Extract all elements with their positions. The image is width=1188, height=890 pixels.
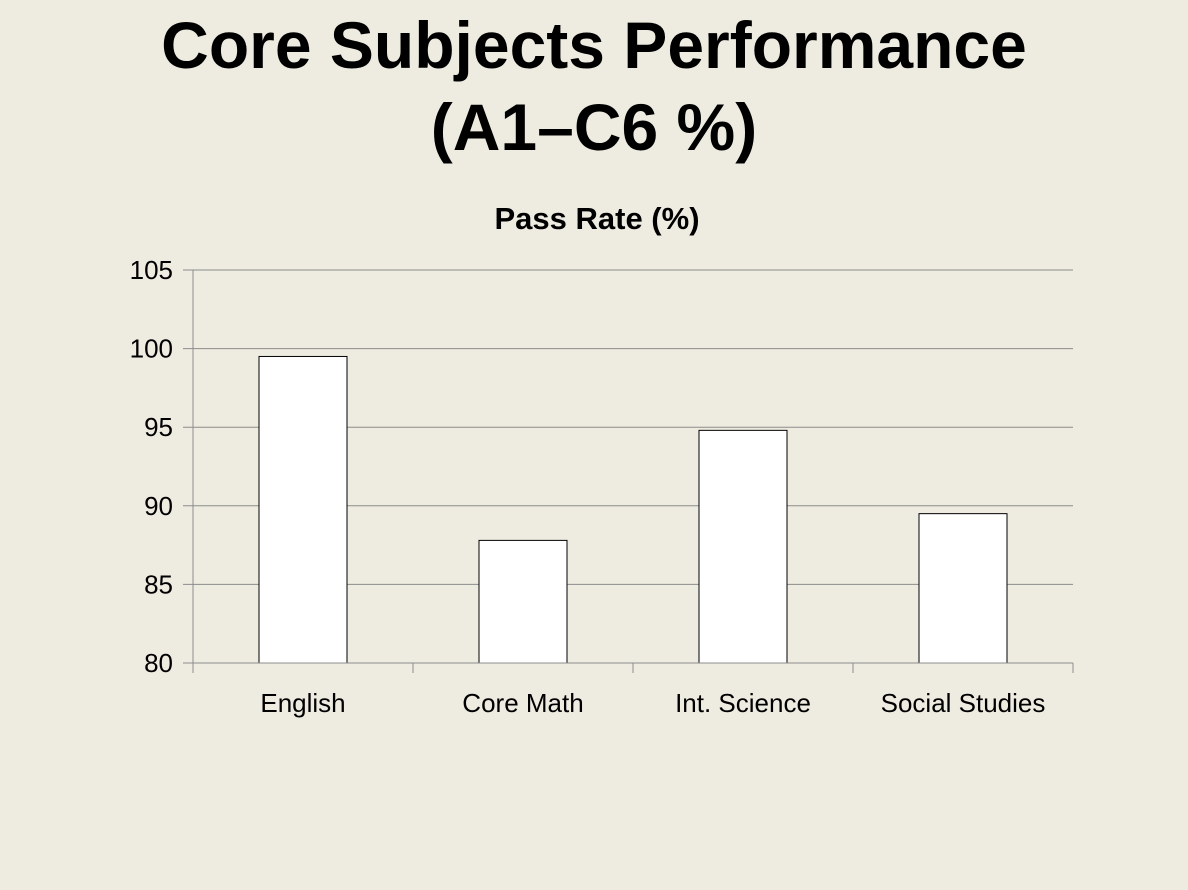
y-tick-label: 80 [144, 648, 173, 678]
slide-title-line2: (A1–C6 %) [430, 90, 758, 164]
bars [258, 355, 1008, 664]
y-tick-label: 95 [144, 412, 173, 442]
x-tick-label: English [260, 688, 345, 718]
y-tick-label: 105 [130, 255, 173, 285]
slide-title-line1: Core Subjects Performance [161, 8, 1027, 82]
bar [918, 513, 1008, 664]
tick-labels: 80 85 90 95 100 105 English Core Math Int. Scien… [130, 255, 1046, 718]
axes [183, 270, 1074, 673]
x-tick-label: Int. Science [675, 688, 811, 718]
bar [478, 539, 568, 664]
x-tick-label: Social Studies [881, 688, 1046, 718]
y-tick-label: 90 [144, 491, 173, 521]
bar [698, 429, 788, 664]
slide-title: Core Subjects Performance (A1–C6 %) [0, 4, 1188, 168]
y-tick-label: 85 [144, 569, 173, 599]
y-tick-label: 100 [130, 334, 173, 364]
bar [258, 355, 348, 664]
chart-title: Pass Rate (%) [494, 201, 699, 236]
x-tick-label: Core Math [462, 688, 583, 718]
